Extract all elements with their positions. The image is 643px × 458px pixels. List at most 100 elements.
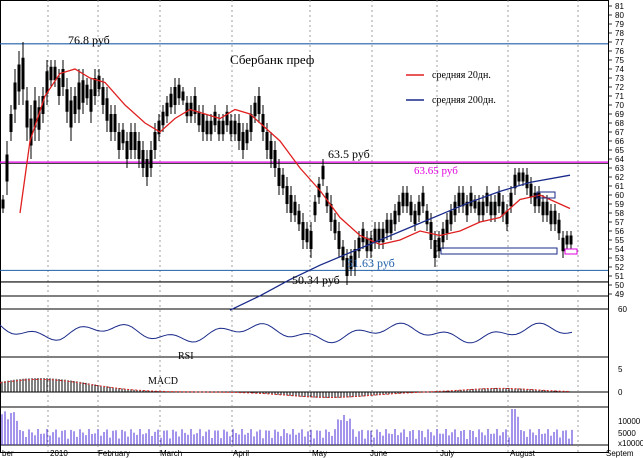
price-candle-body — [321, 165, 325, 180]
price-candle-body — [369, 237, 373, 252]
price-candle-body — [397, 201, 401, 216]
price-candle-body — [473, 199, 477, 209]
price-candle-body — [345, 258, 349, 276]
price-candle-body — [445, 219, 449, 234]
price-candle-body — [149, 150, 153, 168]
price-tick-label: 58 — [615, 209, 624, 218]
price-candle-body — [457, 192, 461, 207]
price-candle-body — [481, 201, 485, 216]
annotation-635: 63.5 руб — [328, 147, 370, 161]
price-candle-body — [353, 249, 357, 267]
price-candle-body — [109, 114, 113, 132]
price-candle-body — [365, 237, 369, 252]
price-candle-body — [129, 132, 133, 150]
price-tick-label: 73 — [615, 74, 624, 83]
price-candle-body — [433, 240, 437, 258]
macd-signal-line — [0, 378, 571, 398]
price-candle-body — [133, 132, 137, 150]
legend-ma200-label: средняя 200дн. — [432, 95, 496, 106]
price-tick-label: 81 — [615, 2, 624, 11]
price-candle-body — [501, 201, 505, 216]
price-tick-label: 59 — [615, 200, 624, 209]
price-candle-body — [513, 174, 517, 189]
price-tick-label: 50 — [615, 281, 624, 290]
price-candle-body — [69, 100, 73, 128]
price-candle-body — [281, 174, 285, 189]
x-tick-label: March — [160, 449, 182, 458]
price-candle-body — [137, 141, 141, 159]
price-candle-body — [461, 192, 465, 207]
price-candle-body — [269, 141, 273, 159]
price-candle-body — [313, 201, 317, 216]
price-candle-body — [465, 201, 469, 216]
price-tick-label: 72 — [615, 83, 624, 92]
price-candle-body — [29, 118, 33, 146]
sub-axis-label: 10000 — [618, 417, 641, 426]
price-candle-body — [297, 210, 301, 225]
marker-box-2 — [440, 247, 558, 255]
ma-layer — [19, 68, 571, 311]
price-candle-body — [17, 64, 21, 92]
price-tick-label: 74 — [615, 65, 624, 74]
price-candle-body — [21, 57, 25, 90]
price-candle-body — [505, 210, 509, 225]
price-candle-body — [197, 111, 201, 126]
sub-axis-label: 5000 — [618, 429, 636, 438]
x-tick-label: July — [440, 449, 454, 458]
x-tick-label: February — [98, 449, 130, 458]
price-candle-body — [201, 114, 205, 132]
price-candle-body — [181, 91, 185, 101]
marker-box-1 — [536, 191, 556, 199]
price-candle-body — [569, 235, 573, 245]
price-candle-body — [13, 82, 17, 110]
price-tick-label: 64 — [615, 155, 624, 164]
price-candle-body — [45, 71, 49, 94]
price-candle-body — [273, 150, 277, 168]
price-candle-body — [41, 96, 45, 114]
price-tick-label: 49 — [615, 290, 624, 299]
price-candle-body — [193, 96, 197, 114]
price-candle-body — [565, 235, 569, 245]
x-tick-label: Septem — [606, 449, 634, 458]
level-layer — [0, 43, 608, 283]
price-candle-body — [49, 66, 53, 81]
price-candle-body — [253, 102, 257, 117]
price-candle-body — [541, 201, 545, 216]
price-candle-body — [401, 192, 405, 207]
price-candle-body — [337, 231, 341, 249]
price-candle-body — [265, 132, 269, 150]
price-candle-body — [101, 87, 105, 105]
price-candle-body — [9, 114, 13, 132]
price-candle-body — [341, 246, 345, 261]
price-candle-body — [317, 183, 321, 198]
x-tick-label: May — [312, 449, 327, 458]
price-tick-label: 78 — [615, 29, 624, 38]
legend: средняя 20дн. средняя 200дн. — [406, 70, 496, 106]
sub-axis-label: 5 — [618, 365, 623, 374]
price-candle-body — [221, 120, 225, 135]
price-candle-body — [93, 78, 97, 96]
price-tick-label: 70 — [615, 101, 624, 110]
x-tick-label: ber — [2, 449, 14, 458]
price-candle-body — [205, 120, 209, 135]
annotation-6365: 63.65 руб — [414, 165, 458, 177]
price-candle-body — [477, 201, 481, 216]
rsi-line — [0, 322, 573, 344]
price-candle-body — [229, 120, 233, 135]
price-candle-body — [549, 210, 553, 225]
price-candle-body — [329, 204, 333, 222]
price-candle-body — [545, 201, 549, 216]
price-candle-body — [173, 87, 177, 105]
price-candle-body — [509, 192, 513, 207]
price-candle-body — [289, 195, 293, 213]
price-candle-body — [97, 75, 101, 90]
price-candle-body — [393, 210, 397, 225]
price-candle-body — [113, 114, 117, 132]
price-candle-body — [409, 201, 413, 216]
series-line-ma20 — [19, 68, 571, 246]
price-tick-label: 80 — [615, 11, 624, 20]
annotation-768: 76.8 руб — [68, 33, 110, 47]
price-candle-body — [169, 93, 173, 108]
price-tick-label: 55 — [615, 236, 624, 245]
